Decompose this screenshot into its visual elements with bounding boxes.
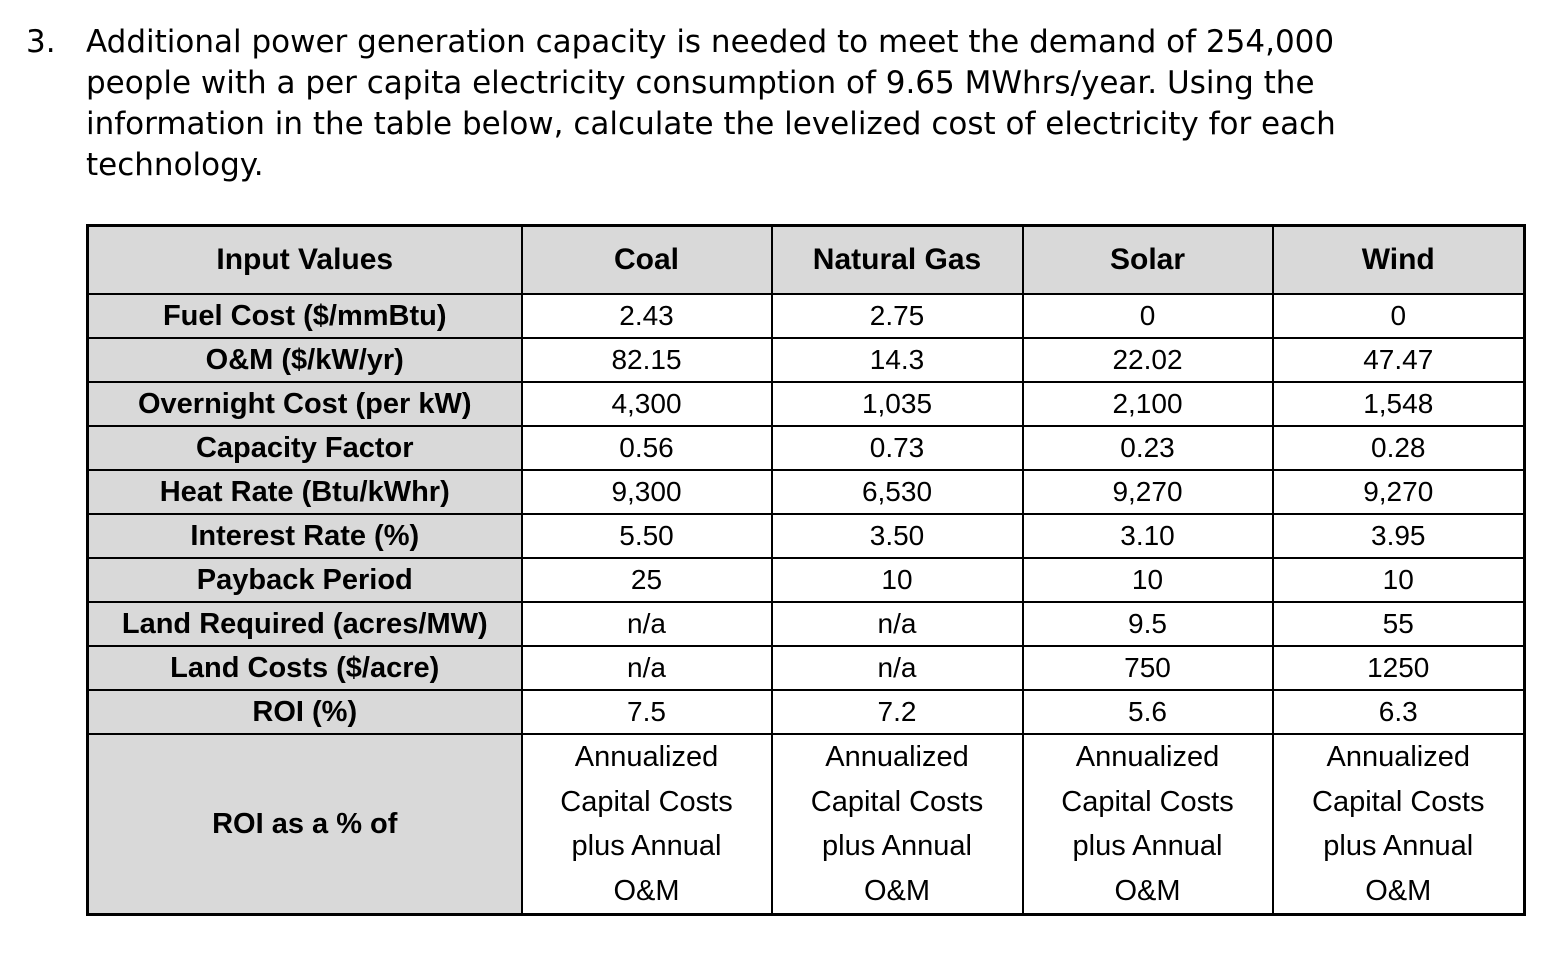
cell-solar: 2,100 — [1021, 381, 1274, 427]
row-label: Payback Period — [86, 557, 523, 603]
row-label: Capacity Factor — [86, 425, 523, 471]
cell-wind: 0 — [1271, 293, 1526, 339]
table-row: Overnight Cost (per kW) 4,300 1,035 2,10… — [86, 381, 1526, 427]
cell-natural-gas: 14.3 — [770, 337, 1024, 383]
roi-basis-line: plus Annual — [1323, 830, 1474, 862]
header-coal: Coal — [520, 224, 773, 295]
cell-solar: 0 — [1021, 293, 1274, 339]
cell-natural-gas: 6,530 — [770, 469, 1024, 515]
roi-basis-line: Capital Costs — [560, 785, 733, 818]
row-label: Land Required (acres/MW) — [86, 601, 523, 647]
row-label: Interest Rate (%) — [86, 513, 523, 559]
roi-basis-line: O&M — [1365, 874, 1432, 907]
row-label: ROI (%) — [86, 689, 523, 735]
roi-basis-line: Annualized — [1075, 741, 1220, 773]
table-row: Land Required (acres/MW) n/a n/a 9.5 55 — [86, 601, 1526, 647]
input-values-table: Input Values Coal Natural Gas Solar Wind… — [86, 224, 1526, 916]
row-label: ROI as a % of — [86, 733, 523, 916]
row-label: Land Costs ($/acre) — [86, 645, 523, 691]
cell-coal: n/a — [520, 645, 773, 691]
cell-wind: 9,270 — [1271, 469, 1526, 515]
cell-coal: n/a — [520, 601, 773, 647]
cell-solar: Annualized Capital Costs plus Annual O&M — [1021, 733, 1274, 916]
table-row: Heat Rate (Btu/kWhr) 9,300 6,530 9,270 9… — [86, 469, 1526, 515]
roi-basis-line: Annualized — [825, 741, 969, 773]
roi-basis-line: Annualized — [1326, 741, 1471, 773]
table-row: Interest Rate (%) 5.50 3.50 3.10 3.95 — [86, 513, 1526, 559]
roi-basis-line: Capital Costs — [1061, 785, 1234, 818]
cell-natural-gas: 0.73 — [770, 425, 1024, 471]
table-row: Land Costs ($/acre) n/a n/a 750 1250 — [86, 645, 1526, 691]
cell-wind: 47.47 — [1271, 337, 1526, 383]
cell-solar: 9.5 — [1021, 601, 1274, 647]
cell-wind: 55 — [1271, 601, 1526, 647]
cell-coal: 0.56 — [520, 425, 773, 471]
roi-basis-line: Capital Costs — [1312, 785, 1485, 818]
table-row: Capacity Factor 0.56 0.73 0.23 0.28 — [86, 425, 1526, 471]
table-row: O&M ($/kW/yr) 82.15 14.3 22.02 47.47 — [86, 337, 1526, 383]
header-input-values: Input Values — [86, 224, 523, 295]
roi-basis-line: plus Annual — [822, 830, 972, 862]
cell-coal: 82.15 — [520, 337, 773, 383]
table-row: Payback Period 25 10 10 10 — [86, 557, 1526, 603]
cell-coal: 7.5 — [520, 689, 773, 735]
cell-solar: 9,270 — [1021, 469, 1274, 515]
row-label: Overnight Cost (per kW) — [86, 381, 523, 427]
cell-natural-gas: 10 — [770, 557, 1024, 603]
header-solar: Solar — [1021, 224, 1274, 295]
cell-natural-gas: n/a — [770, 645, 1024, 691]
cell-natural-gas: 7.2 — [770, 689, 1024, 735]
cell-wind: 10 — [1271, 557, 1526, 603]
question: 3. Additional power generation capacity … — [26, 22, 1446, 186]
cell-solar: 3.10 — [1021, 513, 1274, 559]
roi-basis-line: plus Annual — [1072, 830, 1223, 862]
table-row: ROI (%) 7.5 7.2 5.6 6.3 — [86, 689, 1526, 735]
cell-coal: 25 — [520, 557, 773, 603]
question-number: 3. — [26, 24, 56, 60]
roi-basis-line: O&M — [613, 874, 680, 907]
cell-wind: Annualized Capital Costs plus Annual O&M — [1271, 733, 1526, 916]
cell-wind: 1,548 — [1271, 381, 1526, 427]
cell-wind: 3.95 — [1271, 513, 1526, 559]
row-label: Fuel Cost ($/mmBtu) — [86, 293, 523, 339]
roi-basis-line: O&M — [863, 874, 931, 907]
table-row-roi-basis: ROI as a % of Annualized Capital Costs p… — [86, 733, 1526, 916]
cell-natural-gas: 3.50 — [770, 513, 1024, 559]
cell-coal: 2.43 — [520, 293, 773, 339]
table-header-row: Input Values Coal Natural Gas Solar Wind — [86, 224, 1526, 295]
cell-wind: 1250 — [1271, 645, 1526, 691]
table-row: Fuel Cost ($/mmBtu) 2.43 2.75 0 0 — [86, 293, 1526, 339]
cell-natural-gas: 2.75 — [770, 293, 1024, 339]
roi-basis-line: O&M — [1114, 874, 1181, 907]
header-natural-gas: Natural Gas — [770, 224, 1024, 295]
cell-wind: 0.28 — [1271, 425, 1526, 471]
cell-solar: 750 — [1021, 645, 1274, 691]
cell-coal: 5.50 — [520, 513, 773, 559]
cell-wind: 6.3 — [1271, 689, 1526, 735]
cell-solar: 0.23 — [1021, 425, 1274, 471]
cell-coal: 4,300 — [520, 381, 773, 427]
cell-natural-gas: Annualized Capital Costs plus Annual O&M — [770, 733, 1024, 916]
cell-coal: Annualized Capital Costs plus Annual O&M — [520, 733, 773, 916]
roi-basis-line: Capital Costs — [810, 785, 984, 818]
header-wind: Wind — [1271, 224, 1526, 295]
cell-solar: 10 — [1021, 557, 1274, 603]
roi-basis-line: Annualized — [574, 741, 719, 773]
cell-natural-gas: 1,035 — [770, 381, 1024, 427]
roi-basis-line: plus Annual — [571, 830, 722, 862]
cell-solar: 22.02 — [1021, 337, 1274, 383]
cell-coal: 9,300 — [520, 469, 773, 515]
cell-natural-gas: n/a — [770, 601, 1024, 647]
cell-solar: 5.6 — [1021, 689, 1274, 735]
row-label: Heat Rate (Btu/kWhr) — [86, 469, 523, 515]
question-text: Additional power generation capacity is … — [86, 24, 1336, 183]
row-label: O&M ($/kW/yr) — [86, 337, 523, 383]
